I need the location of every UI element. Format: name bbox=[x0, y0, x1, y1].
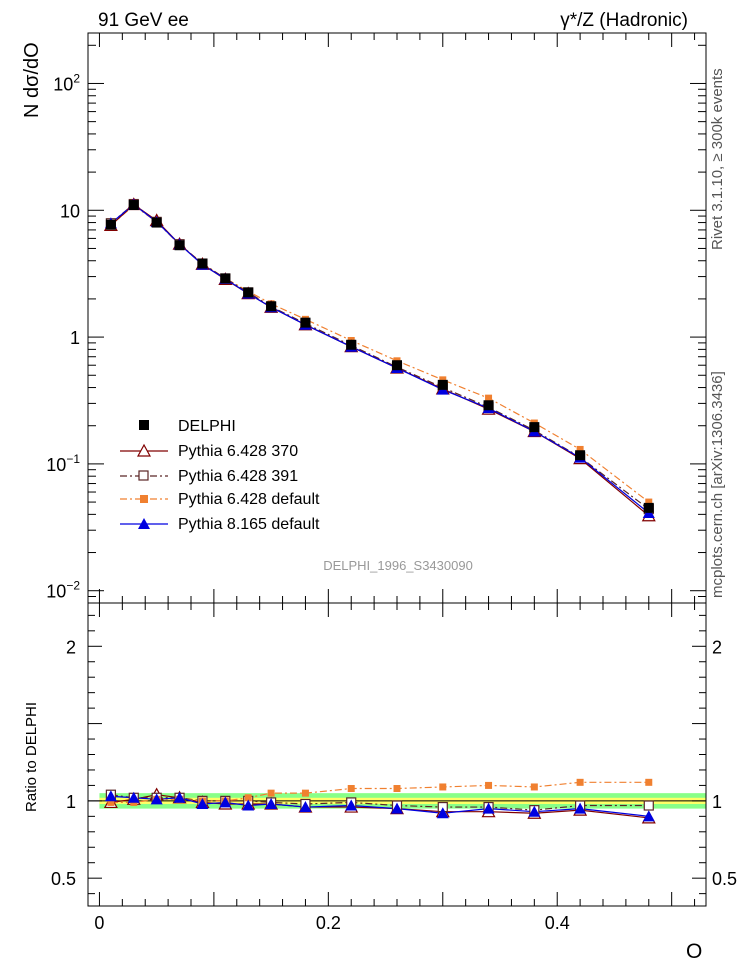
ratio-point-p8def bbox=[242, 799, 255, 811]
legend-entry-p6def: Pythia 6.428 default bbox=[120, 491, 320, 508]
ratio-y-tick-label-right: 2 bbox=[712, 637, 722, 657]
ratio-point-p8def bbox=[265, 797, 278, 809]
ratio-point-p6def bbox=[347, 785, 355, 793]
ratio-point-p8def bbox=[173, 791, 186, 803]
ratio-point-p8def bbox=[150, 793, 163, 805]
ratio-point-p8def bbox=[196, 797, 209, 809]
main-point-delphi bbox=[346, 339, 357, 350]
legend-entry-p8def: Pythia 8.165 default bbox=[120, 516, 320, 533]
main-series-line-p8def bbox=[110, 203, 650, 514]
analysis-watermark: DELPHI_1996_S3430090 bbox=[323, 558, 473, 573]
y-tick-label: 10 bbox=[60, 201, 80, 221]
mcplots-label: mcplots.cern.ch [arXiv:1306.3436] bbox=[709, 371, 726, 598]
ratio-point-p6def bbox=[393, 785, 401, 793]
main-ylabel: N dσ/dO bbox=[21, 42, 43, 118]
ratio-point-p8def bbox=[104, 790, 117, 802]
main-point-p6def bbox=[485, 394, 493, 402]
ratio-point-p6def bbox=[107, 798, 115, 806]
legend-label-p391: Pythia 6.428 391 bbox=[178, 468, 298, 485]
y-tick-label: 1 bbox=[70, 328, 80, 348]
main-point-delphi bbox=[437, 379, 448, 390]
legend-marker-p370 bbox=[136, 443, 152, 457]
left-title: 91 GeV ee bbox=[98, 10, 189, 31]
legend-marker-p6def bbox=[140, 495, 148, 503]
main-point-delphi bbox=[575, 450, 586, 461]
legend-label-delphi: DELPHI bbox=[178, 418, 236, 435]
ratio-point-p8def bbox=[482, 802, 495, 814]
ratio-y-tick-label-right: 1 bbox=[712, 792, 722, 812]
main-point-delphi bbox=[529, 422, 540, 433]
main-point-delphi bbox=[300, 317, 311, 328]
ratio-point-p6def bbox=[530, 783, 538, 791]
x-axis-label: O bbox=[686, 940, 702, 963]
ratio-plot-panel: 0 0.2 0.4 0.5 0.5 1 1 2 2 bbox=[51, 602, 737, 933]
legend-entry-p370: Pythia 6.428 370 bbox=[120, 443, 298, 460]
legend-label-p370: Pythia 6.428 370 bbox=[178, 443, 298, 460]
ratio-point-p391 bbox=[643, 800, 654, 811]
ratio-y-tick-label-right: 0.5 bbox=[712, 869, 737, 889]
ratio-point-p8def bbox=[127, 791, 140, 803]
x-tick-label: 0.4 bbox=[545, 913, 570, 933]
ratio-point-p8def bbox=[642, 810, 655, 822]
ratio-y-tick-label: 0.5 bbox=[51, 869, 76, 889]
main-point-delphi bbox=[197, 258, 208, 269]
ratio-point-p8def bbox=[345, 799, 358, 811]
ratio-ylabel: Ratio to DELPHI bbox=[23, 702, 40, 812]
y-tick-label: 10−2 bbox=[46, 579, 80, 602]
main-point-p6def bbox=[439, 376, 447, 384]
main-point-delphi bbox=[174, 240, 185, 251]
main-point-delphi bbox=[220, 273, 231, 284]
ratio-point-p6def bbox=[244, 794, 252, 802]
main-point-p6def bbox=[576, 445, 584, 453]
main-point-delphi bbox=[105, 219, 116, 230]
main-plot-panel: 102 10 1 10−1 10−2 bbox=[46, 32, 707, 604]
ratio-point-p8def bbox=[528, 805, 541, 817]
ratio-frame bbox=[87, 602, 707, 907]
main-point-delphi bbox=[151, 217, 162, 228]
ratio-y-tick-label: 2 bbox=[66, 637, 76, 657]
main-series-line-p391 bbox=[110, 203, 650, 510]
main-point-delphi bbox=[266, 301, 277, 312]
x-tick-label: 0.2 bbox=[316, 913, 341, 933]
legend-marker-p8def bbox=[138, 518, 150, 529]
legend: DELPHI Pythia 6.428 370 Pythia 6.428 391… bbox=[120, 418, 320, 533]
right-title: γ*/Z (Hadronic) bbox=[560, 10, 688, 31]
ratio-point-p6def bbox=[301, 789, 309, 797]
legend-label-p8def: Pythia 8.165 default bbox=[178, 516, 320, 533]
main-point-delphi bbox=[243, 287, 254, 298]
rivet-label: Rivet 3.1.10, ≥ 300k events bbox=[709, 68, 726, 250]
legend-entry-p391: Pythia 6.428 391 bbox=[120, 468, 298, 485]
ratio-point-p6def bbox=[485, 781, 493, 789]
ratio-point-p8def bbox=[299, 801, 312, 813]
ratio-series-line-p391 bbox=[110, 794, 649, 811]
legend-label-p6def: Pythia 6.428 default bbox=[178, 491, 320, 508]
ratio-point-p8def bbox=[574, 802, 587, 814]
ratio-point-p8def bbox=[391, 802, 403, 814]
ratio-series-line-p6def bbox=[110, 781, 649, 804]
ratio-point-p6def bbox=[576, 778, 584, 786]
main-point-delphi bbox=[392, 360, 402, 371]
y-tick-label: 10−1 bbox=[46, 452, 80, 475]
main-point-delphi bbox=[128, 200, 139, 211]
ratio-series-line-p8def bbox=[110, 795, 649, 817]
ratio-point-p8def bbox=[436, 807, 449, 819]
main-point-delphi bbox=[643, 502, 654, 513]
ratio-point-p6def bbox=[267, 789, 275, 797]
main-point-p6def bbox=[645, 498, 653, 506]
legend-marker-p391 bbox=[138, 470, 149, 481]
ratio-point-p6def bbox=[439, 783, 447, 791]
y-tick-label: 102 bbox=[53, 71, 80, 94]
legend-entry-delphi: DELPHI bbox=[139, 418, 236, 435]
ratio-point-p8def bbox=[219, 796, 232, 808]
ratio-point-p6def bbox=[645, 778, 653, 786]
x-tick-label: 0 bbox=[94, 913, 104, 933]
legend-marker-delphi bbox=[139, 420, 149, 430]
main-point-delphi bbox=[483, 400, 494, 411]
ratio-y-tick-label: 1 bbox=[66, 792, 76, 812]
